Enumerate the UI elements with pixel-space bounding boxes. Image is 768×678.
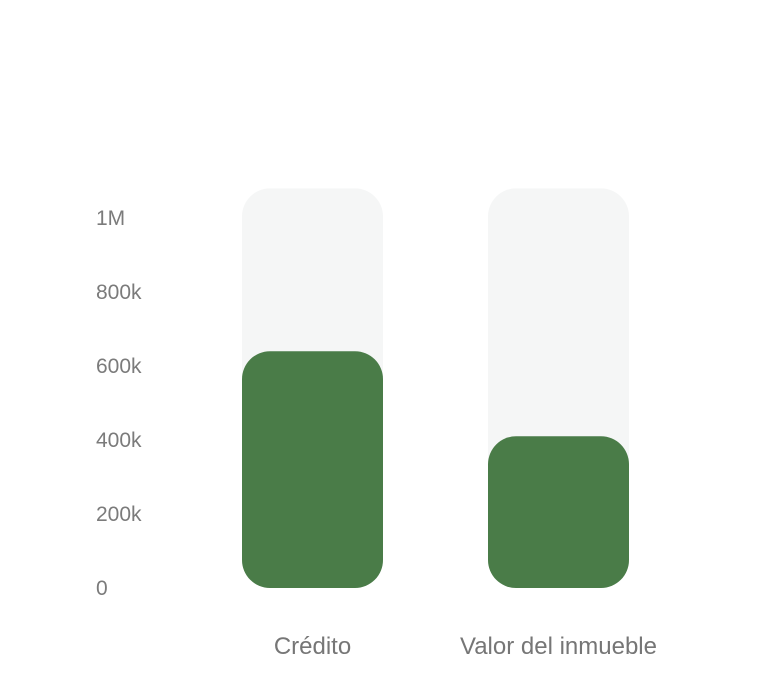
- bar-credito[interactable]: [242, 351, 383, 588]
- bar-valor-inmueble[interactable]: [488, 436, 629, 588]
- y-tick-label: 200k: [96, 503, 142, 526]
- y-tick-label: 800k: [96, 281, 142, 304]
- category-label: Crédito: [274, 633, 351, 660]
- y-tick-label: 1M: [96, 207, 125, 230]
- bars-group: [242, 188, 629, 588]
- y-axis: 0 200k 400k 600k 800k 1M: [96, 207, 142, 600]
- category-label: Valor del inmueble: [460, 633, 657, 660]
- x-axis: Crédito Valor del inmueble: [274, 633, 657, 660]
- y-tick-label: 0: [96, 577, 108, 600]
- y-tick-label: 600k: [96, 355, 142, 378]
- y-tick-label: 400k: [96, 429, 142, 452]
